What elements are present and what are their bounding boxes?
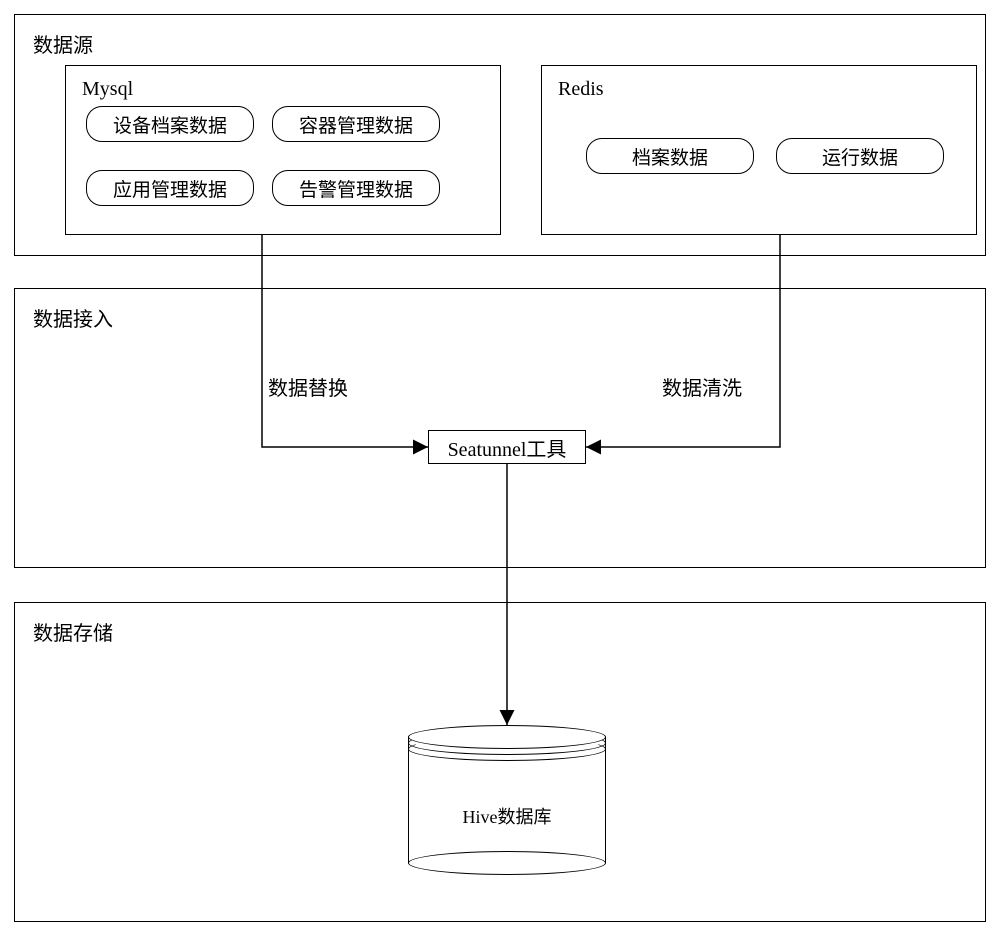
mysql-item-device-archive: 设备档案数据 xyxy=(86,106,254,142)
pill-label: 设备档案数据 xyxy=(113,111,227,138)
hive-cylinder: Hive数据库 xyxy=(408,725,606,875)
seatunnel-tool: Seatunnel工具 xyxy=(428,430,586,464)
pill-label: 档案数据 xyxy=(632,143,708,170)
layer-data-source-title: 数据源 xyxy=(33,29,93,58)
mysql-item-alarm-mgmt: 告警管理数据 xyxy=(272,170,440,206)
mysql-title: Mysql xyxy=(82,78,133,101)
pill-label: 应用管理数据 xyxy=(113,175,227,202)
edge-label-clean: 数据清洗 xyxy=(662,372,742,401)
redis-title: Redis xyxy=(558,78,604,101)
mysql-box: Mysql xyxy=(65,65,501,235)
mysql-item-container-mgmt: 容器管理数据 xyxy=(272,106,440,142)
edge-label-transform: 数据替换 xyxy=(268,372,348,401)
redis-item-archive: 档案数据 xyxy=(586,138,754,174)
redis-item-runtime: 运行数据 xyxy=(776,138,944,174)
seatunnel-label: Seatunnel工具 xyxy=(448,433,567,462)
layer-data-storage-title: 数据存储 xyxy=(33,617,113,646)
pill-label: 容器管理数据 xyxy=(299,111,413,138)
pill-label: 运行数据 xyxy=(822,143,898,170)
mysql-item-app-mgmt: 应用管理数据 xyxy=(86,170,254,206)
hive-label: Hive数据库 xyxy=(408,803,606,829)
layer-data-ingest-title: 数据接入 xyxy=(33,303,113,332)
layer-data-ingest: 数据接入 xyxy=(14,288,986,568)
pill-label: 告警管理数据 xyxy=(299,175,413,202)
architecture-diagram: 数据源 Mysql Redis 设备档案数据 容器管理数据 应用管理数据 告警管… xyxy=(10,10,990,934)
